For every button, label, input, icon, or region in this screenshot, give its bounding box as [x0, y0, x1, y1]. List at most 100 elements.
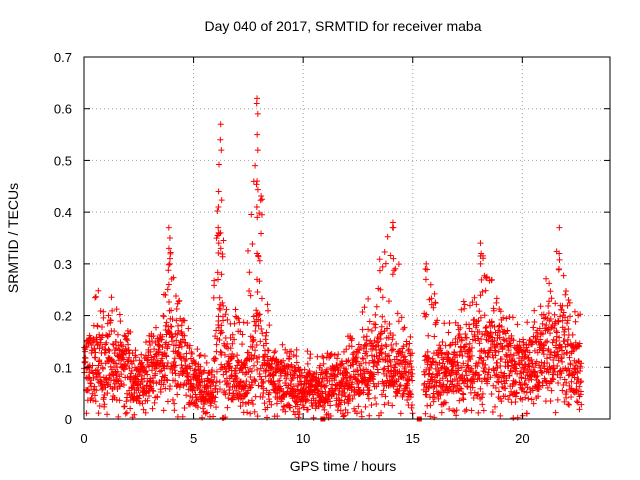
data-point	[385, 352, 392, 359]
data-point	[199, 414, 206, 421]
data-point	[171, 367, 178, 374]
data-point	[160, 407, 167, 414]
data-point	[131, 411, 138, 418]
data-point	[469, 375, 476, 382]
data-point	[246, 288, 253, 295]
data-point	[219, 253, 226, 260]
data-point	[221, 387, 228, 394]
data-point	[97, 373, 104, 380]
data-point	[422, 353, 429, 360]
data-point	[218, 349, 225, 356]
data-point	[258, 192, 265, 199]
data-point	[495, 388, 502, 395]
data-point	[127, 405, 134, 412]
data-point	[523, 410, 530, 417]
data-point	[109, 307, 116, 314]
data-point	[488, 277, 495, 284]
data-point	[438, 349, 445, 356]
data-point	[167, 323, 174, 330]
data-point	[507, 342, 514, 349]
data-point	[252, 162, 259, 169]
data-point	[550, 376, 557, 383]
data-point	[250, 336, 257, 343]
data-point	[523, 389, 530, 396]
data-point	[117, 318, 124, 325]
data-point	[155, 349, 162, 356]
data-point	[546, 280, 553, 287]
data-point	[378, 391, 385, 398]
data-point	[431, 333, 438, 340]
data-point	[99, 385, 106, 392]
data-point	[479, 390, 486, 397]
data-point	[262, 332, 269, 339]
data-point	[479, 331, 486, 338]
data-point	[437, 345, 444, 352]
data-point	[228, 372, 235, 379]
data-point	[166, 260, 173, 267]
data-point	[377, 335, 384, 342]
data-point	[296, 411, 303, 418]
data-point	[125, 347, 132, 354]
data-point	[349, 379, 356, 386]
data-point	[577, 379, 584, 386]
data-point	[217, 348, 224, 355]
data-point	[87, 334, 94, 341]
data-point	[163, 319, 170, 326]
y-tick-label: 0.4	[54, 205, 72, 220]
data-point	[293, 353, 300, 360]
data-point	[328, 351, 335, 358]
y-tick-label: 0.6	[54, 102, 72, 117]
data-point	[550, 365, 557, 372]
data-point	[505, 363, 512, 370]
data-point	[138, 359, 145, 366]
data-point	[380, 387, 387, 394]
data-point	[259, 394, 266, 401]
data-point	[260, 378, 267, 385]
data-point	[439, 360, 446, 367]
data-point	[445, 351, 452, 358]
data-point	[559, 347, 566, 354]
data-point	[166, 330, 173, 337]
data-point	[372, 321, 379, 328]
data-point	[176, 297, 183, 304]
data-point	[271, 349, 278, 356]
data-point	[478, 336, 485, 343]
data-point	[360, 334, 367, 341]
data-point	[466, 340, 473, 347]
data-point	[469, 299, 476, 306]
data-point	[106, 331, 113, 338]
data-point	[176, 384, 183, 391]
data-point	[516, 338, 523, 345]
data-point	[281, 404, 288, 411]
data-point	[428, 301, 435, 308]
data-point	[324, 350, 331, 357]
data-point	[387, 358, 394, 365]
data-point	[385, 399, 392, 406]
data-point	[422, 266, 429, 273]
data-point	[89, 362, 96, 369]
data-point	[400, 390, 407, 397]
data-point	[212, 355, 219, 362]
data-point	[566, 299, 573, 306]
data-point	[497, 308, 504, 315]
data-point	[215, 203, 222, 210]
data-point	[92, 294, 99, 301]
data-point	[480, 357, 487, 364]
data-point	[553, 328, 560, 335]
gridlines	[84, 57, 610, 419]
data-point	[213, 341, 220, 348]
data-point	[164, 377, 171, 384]
data-point	[389, 346, 396, 353]
data-point	[176, 372, 183, 379]
data-point	[407, 333, 414, 340]
data-point	[250, 313, 257, 320]
data-point	[456, 380, 463, 387]
data-point	[331, 390, 338, 397]
data-point	[197, 351, 204, 358]
data-point	[468, 352, 475, 359]
data-point	[127, 328, 134, 335]
data-point	[353, 410, 360, 417]
y-axis-label: SRMTID / TECUs	[5, 183, 21, 293]
data-point	[244, 319, 251, 326]
data-point	[506, 372, 513, 379]
